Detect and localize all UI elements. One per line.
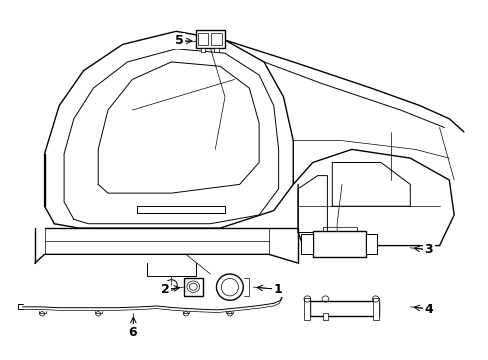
Bar — [366, 234, 376, 255]
Bar — [195, 31, 224, 48]
Bar — [197, 33, 208, 45]
Ellipse shape — [216, 274, 243, 300]
Bar — [300, 234, 312, 255]
Bar — [200, 48, 205, 52]
Bar — [211, 33, 222, 45]
Text: 4: 4 — [424, 302, 432, 315]
Text: 5: 5 — [174, 35, 183, 48]
Bar — [310, 301, 378, 316]
Bar — [304, 298, 310, 320]
Text: 3: 3 — [424, 243, 432, 256]
Ellipse shape — [221, 278, 238, 296]
Text: 1: 1 — [273, 283, 282, 296]
Bar — [183, 278, 203, 296]
Text: 2: 2 — [161, 283, 169, 296]
Bar — [372, 298, 378, 320]
Bar — [312, 231, 366, 257]
Bar — [214, 48, 219, 52]
Bar — [322, 314, 328, 320]
Text: 6: 6 — [128, 326, 136, 339]
